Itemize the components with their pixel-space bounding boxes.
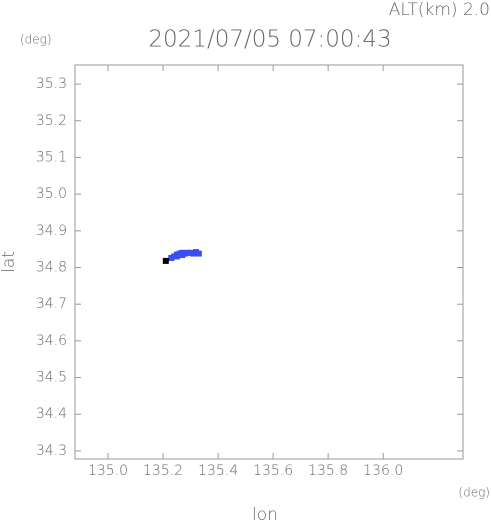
x-axis-label: lon [252,505,278,521]
x-tick-label: 136.0 [363,463,403,479]
plot-frame [74,64,464,460]
x-unit: (deg) [458,486,490,500]
y-tick-label: 34.3 [36,443,67,459]
annotation: ALT(km) 2.0 [389,0,490,20]
x-tick-label: 135.4 [198,463,238,479]
data-point [162,257,169,264]
y-axis-label: lat [0,251,19,273]
y-tick-label: 34.8 [36,260,67,276]
x-tick-label: 135.2 [143,463,183,479]
y-tick-label: 34.7 [36,296,67,312]
y-tick-label: 35.0 [36,186,67,202]
y-tick-label: 35.2 [36,113,67,129]
x-tick-label: 135.0 [88,463,128,479]
x-tick-label: 135.8 [308,463,348,479]
data-point [195,250,202,257]
y-tick-label: 34.5 [36,370,67,386]
y-tick-label: 35.3 [36,76,67,92]
y-tick-label: 35.1 [36,149,67,165]
y-tick-label: 34.9 [36,223,67,239]
y-unit: (deg) [20,33,52,47]
y-tick-label: 34.4 [36,406,67,422]
x-tick-label: 135.6 [253,463,293,479]
chart-title: 2021/07/05 07:00:43 [148,27,391,53]
y-tick-label: 34.6 [36,333,67,349]
